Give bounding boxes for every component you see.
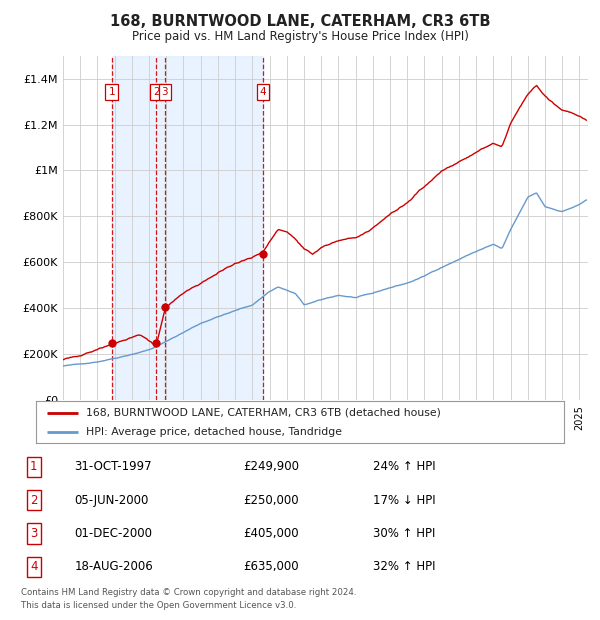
Text: This data is licensed under the Open Government Licence v3.0.: This data is licensed under the Open Gov… [21,601,296,611]
Text: £249,900: £249,900 [244,460,299,473]
Text: £250,000: £250,000 [244,494,299,507]
Text: 18-AUG-2006: 18-AUG-2006 [74,560,153,574]
Text: 2: 2 [30,494,38,507]
Text: 24% ↑ HPI: 24% ↑ HPI [373,460,436,473]
Text: 1: 1 [109,87,115,97]
Text: 3: 3 [161,87,168,97]
Bar [112,56,263,400]
Text: 30% ↑ HPI: 30% ↑ HPI [373,527,436,540]
Text: Contains HM Land Registry data © Crown copyright and database right 2024.: Contains HM Land Registry data © Crown c… [21,588,356,597]
Text: 3: 3 [30,527,37,540]
Text: 168, BURNTWOOD LANE, CATERHAM, CR3 6TB (detached house): 168, BURNTWOOD LANE, CATERHAM, CR3 6TB (… [86,407,441,417]
Text: 2: 2 [153,87,160,97]
Text: 31-OCT-1997: 31-OCT-1997 [74,460,152,473]
Text: £405,000: £405,000 [244,527,299,540]
Text: 17% ↓ HPI: 17% ↓ HPI [373,494,436,507]
Text: 05-JUN-2000: 05-JUN-2000 [74,494,149,507]
Text: 168, BURNTWOOD LANE, CATERHAM, CR3 6TB: 168, BURNTWOOD LANE, CATERHAM, CR3 6TB [110,14,490,29]
Text: Price paid vs. HM Land Registry's House Price Index (HPI): Price paid vs. HM Land Registry's House … [131,30,469,43]
Text: 4: 4 [260,87,266,97]
Text: 1: 1 [30,460,38,473]
Text: 01-DEC-2000: 01-DEC-2000 [74,527,152,540]
Text: 32% ↑ HPI: 32% ↑ HPI [373,560,436,574]
Text: £635,000: £635,000 [244,560,299,574]
Text: HPI: Average price, detached house, Tandridge: HPI: Average price, detached house, Tand… [86,427,342,437]
Text: 4: 4 [30,560,38,574]
